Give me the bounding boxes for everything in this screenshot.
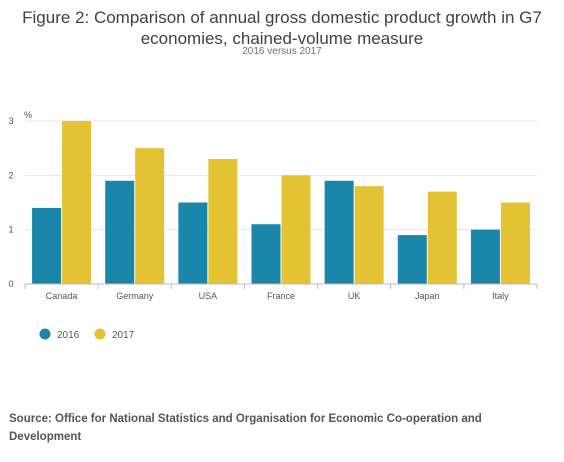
y-tick-label: 1 [8,225,13,235]
x-tick-label: Germany [116,291,154,301]
x-tick-label: USA [199,291,218,301]
bar-2017-uk [354,186,384,284]
y-axis-label: % [24,110,32,120]
chart-subtitle: 2016 versus 2017 [242,46,322,57]
source-note: Source: Office for National Statistics a… [9,413,482,443]
chart-title: Figure 2: Comparison of annual gross dom… [22,8,542,48]
x-tick-label: UK [348,291,361,301]
y-tick-label: 0 [8,279,13,289]
x-tick-label: Canada [46,291,78,301]
bar-2017-germany [135,148,165,284]
bar-2016-germany [105,180,135,284]
legend-marker-2016 [39,328,51,340]
y-tick-label: 3 [8,116,13,126]
x-tick-label: France [267,291,295,301]
bar-2017-usa [208,159,238,284]
bar-2016-japan [397,235,427,284]
bar-2016-canada [32,207,62,284]
x-tick-label: Japan [415,291,440,301]
bar-2016-usa [178,202,208,284]
bar-2017-italy [500,202,530,284]
bar-2016-italy [470,229,500,284]
legend-marker-2017 [94,328,106,340]
legend-label-2016: 2016 [57,330,80,341]
bar-2017-france [281,175,311,284]
x-tick-label: Italy [492,291,509,301]
bar-2017-japan [427,191,457,284]
bar-2016-france [251,224,281,284]
bar-2017-canada [62,121,92,284]
bar-chart: 0 1 2 3% Canada Germany USA France UK Japan Italy 2… [8,110,538,341]
legend-label-2017: 2017 [112,330,135,341]
bar-2016-uk [324,180,354,284]
y-tick-label: 2 [8,170,13,180]
